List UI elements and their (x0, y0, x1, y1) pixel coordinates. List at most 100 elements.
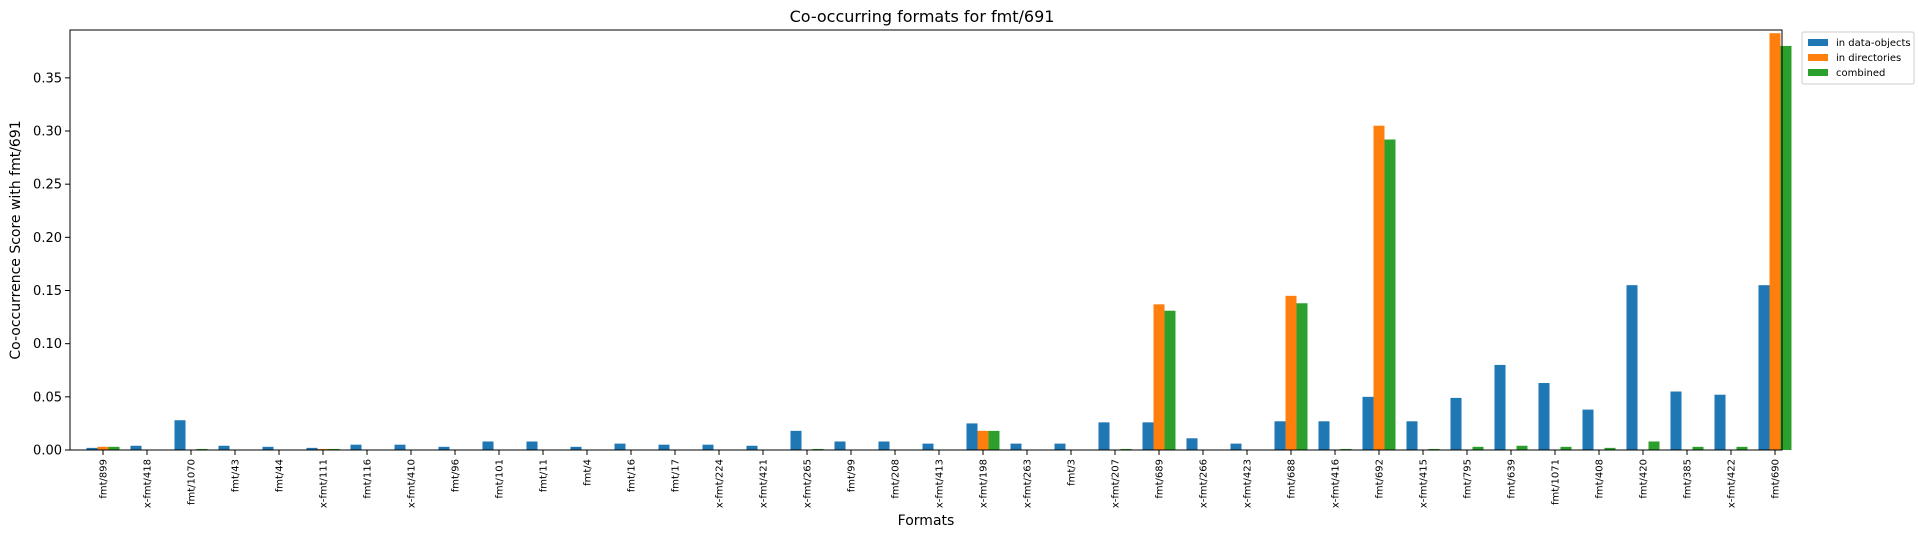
bar-0-15 (746, 445, 758, 450)
x-tick-label: x-fmt/416 (1331, 459, 1342, 508)
bar-0-5 (306, 447, 318, 450)
bar-0-36 (1670, 391, 1682, 450)
y-tick-label: 0.10 (33, 337, 62, 352)
bar-0-22 (1054, 443, 1066, 450)
bar-2-20 (988, 430, 1000, 450)
bar-0-25 (1186, 438, 1198, 450)
bar-0-10 (526, 441, 538, 450)
y-tick-label: 0.15 (33, 284, 62, 299)
bar-1-29 (1373, 125, 1385, 450)
bar-0-23 (1098, 422, 1110, 450)
x-tick-label: fmt/116 (363, 459, 374, 499)
x-tick-label: fmt/795 (1463, 459, 1474, 499)
bar-0-11 (570, 446, 582, 450)
bar-2-31 (1472, 446, 1484, 450)
bar-0-1 (130, 445, 142, 450)
x-tick-label: x-fmt/224 (715, 459, 726, 508)
x-tick-label: fmt/43 (231, 459, 242, 492)
bar-2-37 (1736, 446, 1748, 450)
x-tick-label: fmt/692 (1375, 459, 1386, 499)
bar-1-0 (97, 446, 109, 450)
x-tick-label: fmt/689 (1155, 459, 1166, 499)
x-tick-label: fmt/385 (1683, 459, 1694, 499)
bar-0-26 (1230, 443, 1242, 450)
bar-2-38 (1780, 45, 1792, 450)
x-tick-label: x-fmt/423 (1243, 459, 1254, 508)
y-tick-label: 0.25 (33, 178, 62, 193)
x-tick-label: x-fmt/263 (1023, 459, 1034, 508)
bar-0-6 (350, 444, 362, 450)
legend-swatch-1 (1808, 54, 1828, 61)
bar-2-36 (1692, 446, 1704, 450)
legend-swatch-0 (1808, 39, 1828, 46)
bar-2-24 (1164, 310, 1176, 450)
bar-0-32 (1494, 364, 1506, 450)
x-tick-label: x-fmt/198 (979, 459, 990, 508)
bar-0-33 (1538, 383, 1550, 450)
legend-label-1: in directories (1836, 53, 1901, 64)
bar-0-34 (1582, 409, 1594, 450)
bar-0-37 (1714, 394, 1726, 450)
x-tick-label: x-fmt/266 (1199, 459, 1210, 508)
bar-2-34 (1604, 447, 1616, 450)
bar-2-0 (108, 446, 120, 450)
x-tick-label: fmt/96 (451, 459, 462, 492)
bar-0-31 (1450, 397, 1462, 450)
x-tick-label: x-fmt/265 (803, 459, 814, 508)
y-axis: 0.00 0.05 0.10 0.15 0.20 0.25 0.30 0.35 (33, 71, 70, 459)
x-tick-label: x-fmt/421 (759, 459, 770, 508)
x-tick-label: x-fmt/415 (1419, 459, 1430, 508)
bar-2-2 (196, 448, 208, 450)
y-tick-label: 0.30 (33, 125, 62, 140)
bar-2-16 (812, 448, 824, 450)
bar-0-14 (702, 444, 714, 450)
x-tick-label: fmt/11 (539, 459, 550, 492)
bar-0-21 (1010, 443, 1022, 450)
y-axis-label: Co-occurrence Score with fmt/691 (8, 120, 24, 359)
bar-0-24 (1142, 422, 1154, 450)
bar-0-35 (1626, 285, 1638, 450)
bar-0-18 (878, 441, 890, 450)
bar-0-0 (86, 447, 98, 450)
x-axis: fmt/899 x-fmt/418 fmt/1070 fmt/43 fmt/44 x-fm… (99, 450, 1782, 508)
bar-0-30 (1406, 421, 1418, 450)
x-tick-label: fmt/899 (99, 459, 110, 499)
bar-2-27 (1296, 303, 1308, 450)
y-tick-label: 0.35 (33, 71, 62, 86)
legend-swatch-2 (1808, 69, 1828, 76)
x-tick-label: x-fmt/207 (1111, 459, 1122, 508)
bar-0-17 (834, 441, 846, 450)
bar-0-2 (174, 420, 186, 450)
bar-0-12 (614, 443, 626, 450)
bar-0-38 (1758, 285, 1770, 450)
plot-frame (69, 29, 1783, 451)
bar-2-28 (1340, 448, 1352, 450)
bar-0-4 (262, 446, 274, 450)
bar-0-27 (1274, 421, 1286, 450)
legend-label-2: combined (1836, 68, 1885, 79)
bar-2-23 (1120, 448, 1132, 450)
x-tick-label: fmt/1071 (1551, 459, 1562, 505)
bar-0-3 (218, 445, 230, 450)
bars-group (86, 33, 1792, 450)
bar-1-38 (1769, 33, 1781, 450)
y-tick-label: 0.20 (33, 231, 62, 246)
x-tick-label: x-fmt/413 (935, 459, 946, 508)
x-tick-label: x-fmt/111 (319, 459, 330, 508)
bar-2-33 (1560, 446, 1572, 450)
x-tick-label: fmt/688 (1287, 459, 1298, 499)
x-tick-label: x-fmt/422 (1727, 459, 1738, 508)
bar-2-35 (1648, 441, 1660, 450)
bar-2-30 (1428, 448, 1440, 450)
x-axis-label: Formats (898, 513, 955, 529)
legend-frame (1801, 31, 1915, 85)
bar-0-7 (394, 444, 406, 450)
x-tick-label: fmt/1070 (187, 459, 198, 505)
bar-1-27 (1285, 295, 1297, 450)
bar-0-16 (790, 430, 802, 450)
x-tick-label: fmt/44 (275, 459, 286, 492)
x-tick-label: fmt/99 (847, 459, 858, 492)
bar-1-20 (977, 430, 989, 450)
legend: in data-objects in directories combined (1801, 31, 1915, 85)
